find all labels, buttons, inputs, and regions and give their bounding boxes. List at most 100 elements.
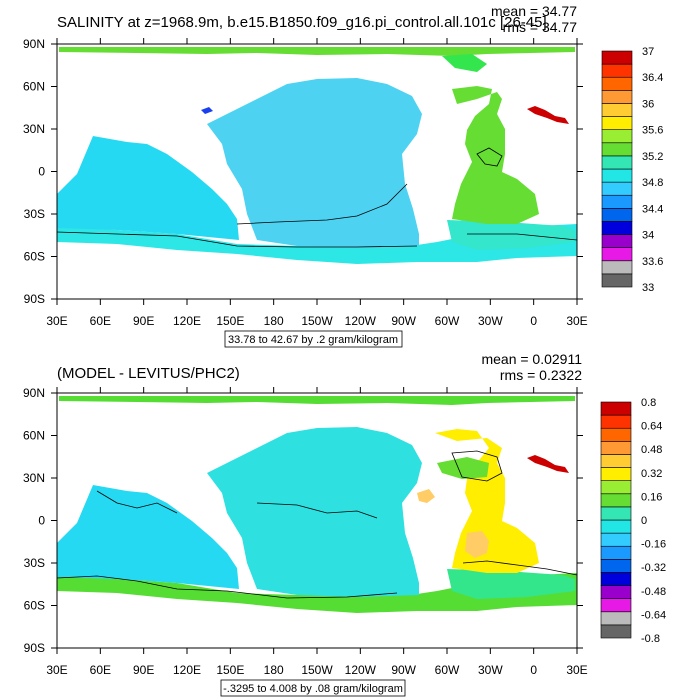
colorbar-swatch (600, 414, 632, 429)
colorbar-swatch (601, 208, 633, 222)
colorbar-swatch (600, 585, 632, 599)
colorbar-swatch (601, 103, 633, 117)
colorbar-label: 0 (641, 515, 647, 527)
x-tick-label: 30E (566, 314, 587, 328)
y-tick-label: 90N (23, 386, 45, 400)
southern-ocean-core (447, 569, 575, 599)
x-tick-label: 120W (345, 314, 377, 328)
colorbar-swatch (601, 168, 633, 183)
colorbar-swatch (600, 624, 632, 639)
salinity-map (56, 43, 578, 300)
colorbar-label: -0.48 (641, 586, 666, 598)
colorbar-label: 0.8 (641, 397, 656, 409)
pacific-ocean (207, 427, 422, 597)
contour-line (256, 502, 378, 519)
x-tick-label: 180 (264, 314, 284, 328)
y-tick-label: 90S (24, 292, 45, 306)
x-tick-label: 150W (301, 663, 333, 677)
colorbar-swatch (601, 129, 633, 144)
colorbar-swatch (601, 247, 633, 262)
y-tick-label: 60S (24, 250, 45, 264)
colorbar-label: -0.16 (641, 539, 666, 551)
salinity-y-axis: 90N 60N 30N 0 30S 60S 90S (23, 37, 583, 306)
north-atlantic-patch (442, 54, 487, 72)
colorbar-swatch (601, 90, 633, 104)
colorbar-swatch (601, 234, 633, 248)
x-tick-label: 120E (173, 663, 201, 677)
colorbar-label: 35.6 (642, 125, 663, 137)
x-tick-label: 150E (216, 663, 244, 677)
y-tick-label: 90S (24, 641, 45, 655)
contour-line (56, 575, 398, 599)
x-tick-label: 60E (90, 314, 111, 328)
salinity-panel: SALINITY at z=1968.9m, b.e15.B1850.f09_g… (23, 3, 663, 348)
x-tick-label: 30E (566, 663, 587, 677)
x-tick-label: 30W (478, 314, 503, 328)
salinity-x-axis: 30E 60E 90E 120E 150E 180 150W 120W 90W 60W 30W 0 30… (46, 38, 588, 328)
atlantic-ocean (435, 429, 539, 573)
anomaly-patch (465, 531, 489, 558)
colorbar-label: 0.16 (641, 491, 662, 503)
x-tick-label: 150W (301, 314, 333, 328)
pacific-ocean (207, 78, 422, 248)
salinity-rms: rms = 34.77 (503, 19, 578, 35)
colorbar-label: 33.6 (642, 256, 663, 268)
colorbar-label: 36.4 (642, 72, 663, 84)
colorbar-label: -0.32 (641, 562, 666, 574)
colorbar-swatch (601, 194, 633, 209)
colorbar-label: 34.8 (642, 177, 663, 189)
colorbar-swatch (601, 116, 633, 130)
colorbar-swatch (600, 519, 632, 534)
colorbar-swatch (600, 598, 632, 613)
colorbar-label: -0.8 (641, 633, 660, 645)
y-tick-label: 30N (23, 471, 45, 485)
colorbar-label: 35.2 (642, 151, 663, 163)
indian-ocean (57, 136, 239, 240)
y-tick-label: 30N (23, 122, 45, 136)
x-tick-label: 120W (345, 663, 377, 677)
anomaly-patch (417, 489, 435, 503)
colorbar-label: 36 (642, 98, 654, 110)
x-tick-label: 30E (46, 663, 67, 677)
southern-ocean-core (447, 220, 575, 250)
x-tick-label: 0 (530, 314, 537, 328)
salinity-mean: mean = 34.77 (491, 3, 577, 19)
anomaly-title: (MODEL - LEVITUS/PHC2) (57, 365, 240, 382)
colorbar-swatch (600, 572, 632, 586)
x-tick-label: 0 (530, 663, 537, 677)
salinity-title: SALINITY at z=1968.9m, b.e15.B1850.f09_g… (57, 14, 547, 31)
anomaly-y-axis: 90N 60N 30N 0 30S 60S 90S (23, 386, 583, 655)
x-tick-label: 180 (264, 663, 284, 677)
colorbar-swatch (600, 506, 632, 521)
colorbar-swatch (600, 467, 632, 481)
y-tick-label: 0 (38, 514, 45, 528)
colorbar-label: 34 (642, 230, 654, 242)
okhotsk-spot (201, 107, 213, 114)
contour-line (236, 183, 408, 225)
colorbar-swatch (601, 50, 633, 65)
mediterranean-sea (527, 455, 569, 473)
colorbar-swatch (600, 454, 632, 468)
x-tick-label: 30E (46, 314, 67, 328)
anomaly-colorbar: -0.8 -0.64 -0.48 -0.32 -0.16 0 0.16 0.32 0.48 0.6… (600, 397, 666, 645)
southern-ocean (57, 224, 577, 264)
y-tick-label: 60N (23, 429, 45, 443)
colorbar-label: 0.48 (641, 444, 662, 456)
y-tick-label: 90N (23, 37, 45, 51)
x-tick-label: 150E (216, 314, 244, 328)
x-tick-label: 90W (391, 314, 416, 328)
x-tick-label: 30W (478, 663, 503, 677)
colorbar-label: 33 (642, 282, 654, 294)
colorbar-label: 34.4 (642, 203, 663, 215)
southern-ocean (57, 573, 577, 613)
salinity-colorbar: 33 33.6 34 34.4 34.8 35.2 35.6 36 36.4 37 (601, 46, 663, 294)
colorbar-swatch (601, 76, 633, 91)
contour-line (467, 233, 578, 241)
anomaly-map (56, 392, 578, 649)
x-tick-label: 60W (435, 663, 460, 677)
colorbar-swatch (600, 559, 632, 573)
contour-line (451, 450, 503, 482)
colorbar-swatch (600, 611, 632, 626)
salinity-subtitle: 33.78 to 42.67 by .2 gram/kilogram (228, 334, 398, 346)
